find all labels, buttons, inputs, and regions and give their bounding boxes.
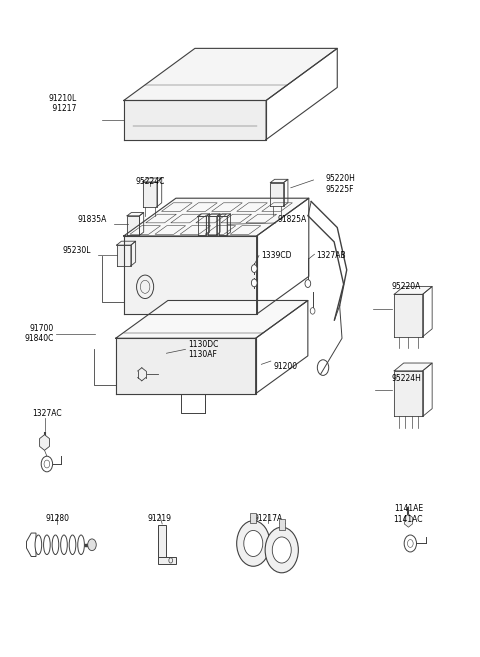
Polygon shape [208, 216, 217, 235]
Text: 95224C: 95224C [135, 177, 165, 187]
Text: 1339CD: 1339CD [261, 251, 292, 260]
Text: 91217A: 91217A [254, 514, 283, 523]
Polygon shape [124, 198, 309, 236]
Ellipse shape [78, 535, 84, 555]
Circle shape [265, 527, 299, 573]
Text: 91219: 91219 [147, 514, 171, 523]
Text: 95224H: 95224H [391, 374, 421, 383]
Circle shape [272, 537, 291, 563]
Polygon shape [208, 214, 220, 216]
Ellipse shape [52, 535, 59, 555]
Circle shape [88, 539, 96, 551]
Polygon shape [127, 215, 139, 235]
Polygon shape [394, 371, 423, 417]
Polygon shape [270, 179, 288, 183]
Polygon shape [198, 214, 210, 216]
Polygon shape [116, 338, 256, 394]
Text: 1327AC: 1327AC [32, 409, 62, 419]
Circle shape [252, 279, 257, 287]
Polygon shape [394, 294, 423, 336]
Text: 91700
91840C: 91700 91840C [24, 324, 54, 344]
Polygon shape [124, 49, 337, 101]
Text: 1141AE
1141AC: 1141AE 1141AC [394, 505, 423, 524]
Circle shape [310, 307, 315, 314]
Polygon shape [219, 214, 230, 216]
Bar [251, 513, 256, 523]
Polygon shape [404, 514, 412, 527]
Circle shape [237, 521, 270, 566]
Polygon shape [270, 183, 284, 206]
Text: 95230L: 95230L [62, 246, 91, 255]
Text: 95220A: 95220A [391, 282, 421, 290]
Text: 1130DC
1130AF: 1130DC 1130AF [188, 340, 218, 359]
Polygon shape [127, 213, 144, 215]
Polygon shape [219, 216, 227, 235]
Polygon shape [143, 182, 157, 207]
Text: 91200: 91200 [273, 362, 297, 371]
Circle shape [305, 280, 311, 288]
Polygon shape [394, 286, 432, 294]
Ellipse shape [44, 535, 50, 555]
Polygon shape [198, 216, 206, 235]
Bar [279, 520, 285, 530]
Polygon shape [158, 556, 177, 564]
Text: 91835A: 91835A [78, 215, 107, 223]
Polygon shape [158, 525, 166, 556]
Polygon shape [394, 363, 432, 371]
Text: 95220H
95225F: 95220H 95225F [325, 174, 355, 194]
Ellipse shape [35, 535, 42, 555]
Text: 91280: 91280 [45, 514, 69, 523]
Polygon shape [116, 300, 308, 338]
Text: 91825A: 91825A [278, 215, 307, 223]
Ellipse shape [60, 535, 67, 555]
Polygon shape [117, 241, 136, 245]
Circle shape [244, 530, 263, 556]
Polygon shape [143, 178, 162, 182]
Polygon shape [124, 236, 257, 314]
Ellipse shape [69, 535, 76, 555]
Text: 1327AB: 1327AB [316, 251, 346, 260]
Text: 91210L
 91217: 91210L 91217 [48, 94, 76, 114]
Polygon shape [117, 245, 131, 266]
Polygon shape [39, 435, 49, 450]
Polygon shape [124, 101, 266, 139]
Circle shape [252, 265, 257, 273]
